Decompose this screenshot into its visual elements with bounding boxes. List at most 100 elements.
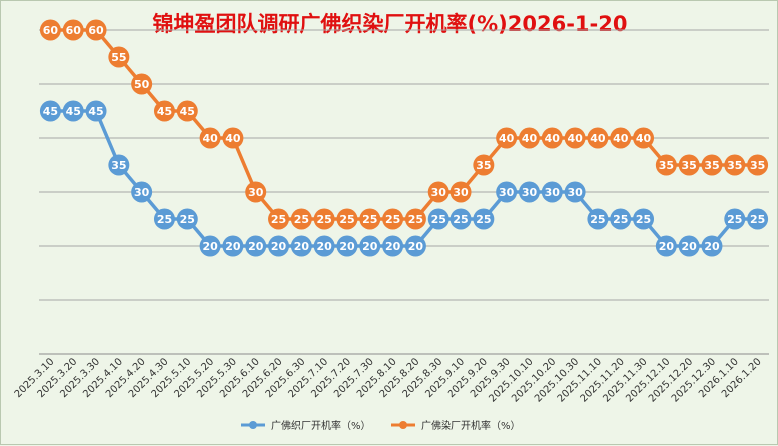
data-point	[610, 208, 632, 230]
data-point	[382, 208, 404, 230]
data-label: 35	[704, 159, 719, 172]
data-point	[153, 208, 175, 230]
data-label: 25	[339, 213, 354, 226]
legend-swatch-marker	[249, 421, 257, 429]
data-label: 50	[134, 78, 150, 91]
data-label: 20	[339, 240, 355, 253]
legend-item-0: 广佛织厂开机率（%）	[241, 419, 371, 432]
data-label: 40	[225, 132, 241, 145]
data-label: 25	[636, 213, 651, 226]
data-label: 45	[66, 105, 81, 118]
data-point	[268, 235, 290, 257]
data-label: 30	[545, 186, 561, 199]
data-point	[496, 181, 518, 203]
data-point	[62, 19, 84, 41]
data-label: 30	[453, 186, 469, 199]
data-label: 20	[317, 240, 333, 253]
legend-label: 广佛织厂开机率（%）	[271, 419, 371, 432]
data-point	[382, 235, 404, 257]
x-axis: 2025.3.102025.3.202025.3.302025.4.102025…	[13, 356, 764, 404]
data-point	[701, 235, 723, 257]
data-label: 20	[385, 240, 401, 253]
data-label: 40	[499, 132, 515, 145]
data-point	[587, 127, 609, 149]
data-label: 20	[362, 240, 378, 253]
data-label: 55	[111, 51, 126, 64]
data-point	[62, 100, 84, 122]
chart-title: 锦坤盈团队调研广佛织染厂开机率(%)2026-1-20	[153, 12, 628, 36]
data-point	[268, 208, 290, 230]
data-point	[222, 235, 244, 257]
data-label: 20	[248, 240, 264, 253]
data-label: 35	[659, 159, 674, 172]
data-point	[678, 235, 700, 257]
data-point	[564, 181, 586, 203]
data-point	[655, 154, 677, 176]
data-label: 25	[613, 213, 628, 226]
data-point	[404, 208, 426, 230]
data-point	[222, 127, 244, 149]
legend-label: 广佛染厂开机率（%）	[421, 419, 521, 432]
data-label: 20	[408, 240, 424, 253]
data-point	[404, 235, 426, 257]
data-point	[199, 127, 221, 149]
data-label: 25	[180, 213, 195, 226]
data-point	[199, 235, 221, 257]
data-label: 30	[567, 186, 583, 199]
series-line	[48, 28, 760, 221]
data-label: 25	[590, 213, 605, 226]
data-point	[176, 208, 198, 230]
data-label: 25	[362, 213, 377, 226]
data-point	[39, 100, 61, 122]
data-label: 60	[88, 24, 104, 37]
series-1: 60 60 60 55 50 45 45 40 40 30 25 25 25 25 25 25 25 30 30 35…	[39, 19, 769, 230]
data-point	[633, 208, 655, 230]
data-label: 40	[613, 132, 629, 145]
data-label: 35	[476, 159, 491, 172]
data-label: 25	[157, 213, 172, 226]
data-label: 30	[522, 186, 538, 199]
data-point	[131, 73, 153, 95]
data-label: 40	[202, 132, 218, 145]
data-point	[290, 235, 312, 257]
data-label: 30	[248, 186, 264, 199]
data-label: 35	[750, 159, 765, 172]
data-label: 40	[590, 132, 606, 145]
data-label: 45	[88, 105, 103, 118]
data-label: 35	[727, 159, 742, 172]
data-point	[633, 127, 655, 149]
data-label: 25	[408, 213, 423, 226]
data-point	[85, 19, 107, 41]
data-point	[108, 154, 130, 176]
data-label: 25	[294, 213, 309, 226]
data-label: 20	[225, 240, 241, 253]
data-label: 45	[43, 105, 58, 118]
data-point	[701, 154, 723, 176]
data-point	[518, 181, 540, 203]
data-point	[359, 235, 381, 257]
data-label: 25	[453, 213, 468, 226]
data-label: 45	[157, 105, 172, 118]
data-label: 25	[431, 213, 446, 226]
data-point	[313, 235, 335, 257]
data-label: 40	[522, 132, 538, 145]
data-point	[427, 181, 449, 203]
data-point	[541, 127, 563, 149]
legend-swatch-marker	[399, 421, 407, 429]
data-label: 20	[294, 240, 310, 253]
data-point	[176, 100, 198, 122]
data-label: 30	[431, 186, 447, 199]
data-point	[359, 208, 381, 230]
data-point	[473, 208, 495, 230]
data-label: 25	[476, 213, 491, 226]
data-label: 20	[202, 240, 218, 253]
data-label: 30	[134, 186, 150, 199]
data-label: 40	[567, 132, 583, 145]
series-lines: 60 60 60 55 50 45 45 40 40 30 25 25 25 25 25 25 25 30 30 35…	[39, 19, 769, 257]
data-point	[587, 208, 609, 230]
legend-item-1: 广佛染厂开机率（%）	[391, 419, 521, 432]
data-label: 20	[659, 240, 675, 253]
data-label: 25	[271, 213, 286, 226]
data-point	[747, 154, 769, 176]
